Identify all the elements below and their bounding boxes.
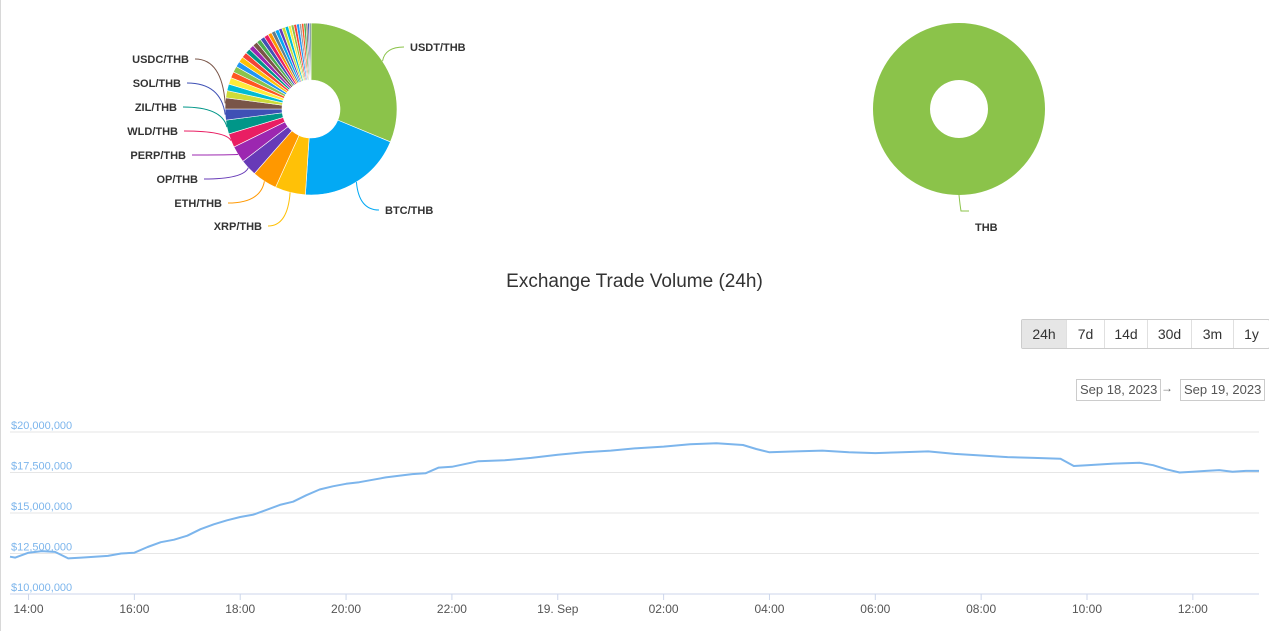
range-button-1y[interactable]: 1y [1244,326,1259,342]
pie-label-sol: SOL/THB [133,78,181,90]
pie-slice-usdt[interactable] [310,22,398,143]
line-chart-y-ticks: $10,000,000 $12,500,000 $15,000,000 $17,500… [11,420,72,594]
pie-slice-thb[interactable] [872,23,1045,196]
y-tick-label: $20,000,000 [11,420,72,432]
range-to-input[interactable]: Sep 19, 2023 [1180,379,1266,401]
chart-title: Exchange Trade Volume (24h) [506,271,763,292]
pie-connector-perp [191,153,239,156]
y-tick-label: $17,500,000 [11,461,72,473]
pie-slice-other-29[interactable] [309,22,312,81]
range-selector: 24h 7d 14d 30d 3m 1y [1021,319,1269,349]
pie-connector-sol [186,82,226,115]
pie-label-usdc: USDC/THB [132,54,189,66]
pie-connector-zil [182,106,228,128]
pie-connector-thb [958,194,969,212]
line-chart-trade-volume: $10,000,000 $12,500,000 $15,000,000 $17,500… [9,420,1259,616]
range-from-input[interactable]: Sep 18, 2023 [1076,379,1162,401]
x-tick-label: 08:00 [966,602,996,616]
series-line-trade-volume[interactable] [9,442,1259,560]
range-button-30d[interactable]: 30d [1148,320,1192,348]
range-arrow: → [1161,381,1173,395]
y-tick-label: $10,000,000 [11,582,72,594]
x-tick-label: 06:00 [860,602,890,616]
pie-connector-usdc [194,58,226,104]
pie-connector-xrp [267,192,291,227]
pie-chart-trading-pairs-labels: USDT/THB BTC/THB XRP/THB ETH/THB OP/THB PERP/… [127,42,465,233]
pie-label-wld: WLD/THB [127,126,178,138]
pie-connector-wld [183,130,232,141]
pie-label-xrp: XRP/THB [214,221,262,233]
range-button-14d[interactable]: 14d [1105,320,1148,348]
x-tick-label: 16:00 [119,602,149,616]
line-chart-series [9,442,1259,560]
range-button-3m[interactable]: 3m [1192,320,1234,348]
pie-label-thb: THB [975,222,998,234]
x-tick-label: 19. Sep [537,602,579,616]
pie-connector-usdt [382,46,405,62]
pie-charts: USDT/THB BTC/THB XRP/THB ETH/THB OP/THB PERP/… [127,22,1045,234]
range-button-7d[interactable]: 7d [1067,320,1105,348]
pie-chart-trading-pairs [224,22,398,196]
line-chart-grid [10,431,1259,595]
y-tick-label: $12,500,000 [11,542,72,554]
pie-label-btc: BTC/THB [385,205,433,217]
pie-connector-btc [355,181,380,211]
pie-label-eth: ETH/THB [174,198,222,210]
range-button-24h[interactable]: 24h [1022,320,1067,348]
x-tick-label: 14:00 [14,602,44,616]
x-tick-label: 12:00 [1178,602,1208,616]
line-chart-x-ticks: 14:00 16:00 18:00 20:00 22:00 19. Sep 02:00 04:… [14,594,1208,616]
pie-label-perp: PERP/THB [130,150,186,162]
x-tick-label: 20:00 [331,602,361,616]
left-border [0,0,1,631]
pie-label-op: OP/THB [156,174,198,186]
pie-connector-eth [227,181,265,204]
y-tick-label: $15,000,000 [11,501,72,513]
pie-label-usdt: USDT/THB [410,42,466,54]
x-tick-label: 04:00 [754,602,784,616]
x-tick-label: 02:00 [649,602,679,616]
pie-chart-currencies: THB [872,23,1045,234]
x-tick-label: 18:00 [225,602,255,616]
pie-connector-op [203,167,249,180]
pie-label-zil: ZIL/THB [135,102,177,114]
x-tick-label: 10:00 [1072,602,1102,616]
x-tick-label: 22:00 [437,602,467,616]
pie-slice-btc[interactable] [305,119,391,196]
